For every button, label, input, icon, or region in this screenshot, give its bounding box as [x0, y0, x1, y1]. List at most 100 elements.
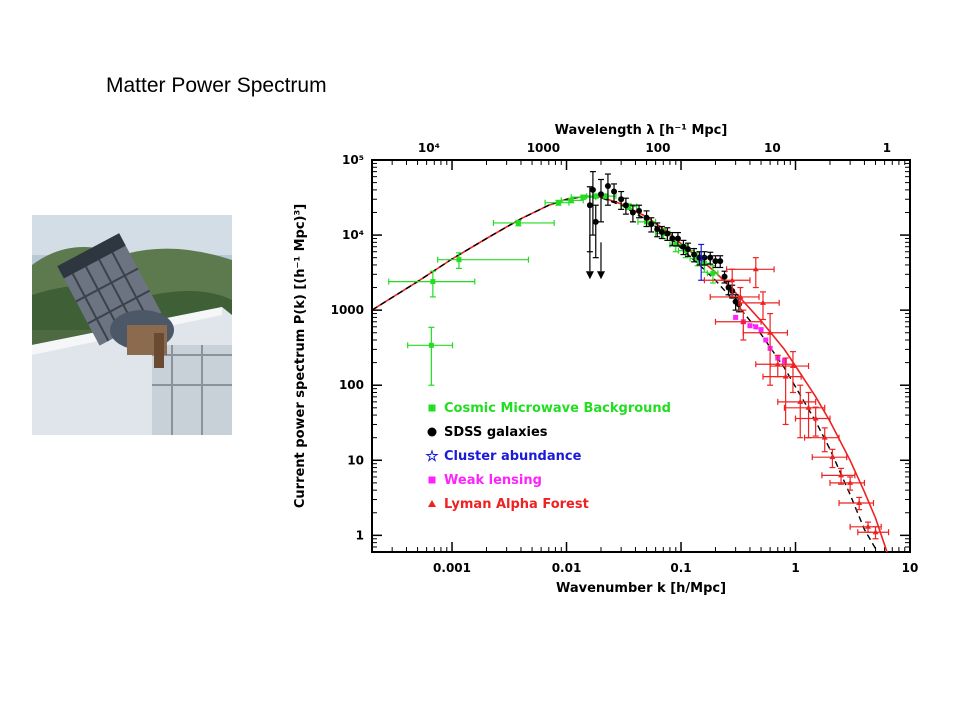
data-point: [654, 226, 661, 233]
top-tick-label: 100: [645, 141, 670, 155]
data-points: ☆: [388, 171, 890, 540]
top-tick-label: 10: [764, 141, 781, 155]
data-point: [759, 299, 766, 305]
top-tick-label: 1: [883, 141, 891, 155]
data-point: [717, 258, 724, 265]
top-tick-label: 10⁴: [418, 141, 440, 155]
data-point: [648, 221, 655, 228]
data-point: [740, 318, 747, 324]
legend-label: Cluster abundance: [444, 449, 582, 464]
data-point: [626, 204, 632, 210]
data-point: [622, 202, 629, 209]
axis-ticks: 0.001 0.01 0.1 1 10 1 10 100 1000 10⁴ 10⁵ 10⁴ 1000 10…: [331, 141, 919, 575]
y-tick-label: 10⁴: [342, 228, 364, 242]
data-point: [684, 246, 691, 253]
data-point: [737, 293, 744, 299]
y-axis-label: Current power spectrum P(k) [(h⁻¹ Mpc)³]: [293, 204, 308, 508]
x-axis-label: Wavenumber k [h/Mpc]: [556, 581, 726, 596]
series-lyman-alpha-forest: [703, 257, 890, 540]
data-point: [618, 196, 625, 203]
legend: Cosmic Microwave Background SDSS galaxies…: [425, 401, 671, 512]
legend-marker: [428, 404, 436, 412]
top-axis-label: Wavelength λ [h⁻¹ Mpc]: [555, 123, 728, 138]
data-point: [707, 254, 714, 261]
data-point: [691, 251, 698, 258]
data-point: [805, 404, 812, 410]
data-point: [580, 194, 586, 200]
y-tick-label: 10⁵: [342, 153, 364, 167]
data-point: [774, 361, 781, 367]
chart-canvas: 0.001 0.01 0.1 1 10 1 10 100 1000 10⁴ 10⁵ 10⁴ 1000 10…: [293, 123, 919, 596]
data-point: [589, 186, 596, 193]
data-point: [669, 235, 676, 242]
legend-marker: [427, 427, 437, 437]
data-point: [555, 200, 561, 206]
power-spectrum-chart: 0.001 0.01 0.1 1 10 1 10 100 1000 10⁴ 10⁵ 10⁴ 1000 10…: [282, 115, 922, 605]
data-point: [781, 358, 787, 364]
series-sdss-galaxies: [586, 171, 742, 313]
y-tick-label: 1: [356, 528, 364, 542]
upper-limit-arrowhead: [596, 271, 605, 280]
data-point: [821, 434, 828, 440]
data-point: [847, 479, 854, 485]
data-point: [629, 209, 636, 216]
data-point: [753, 324, 759, 330]
data-point: [428, 342, 434, 348]
data-point: [636, 207, 643, 214]
data-point: [680, 243, 687, 250]
series-cluster-abundance: ☆: [695, 243, 708, 281]
y-tick-label: 100: [339, 378, 364, 392]
legend-marker: ☆: [425, 448, 439, 465]
data-point: [604, 183, 611, 190]
top-tick-label: 1000: [527, 141, 560, 155]
data-point: [733, 314, 739, 320]
telescope-illustration: [32, 215, 232, 435]
plot-frame: [371, 159, 911, 553]
data-point: [515, 220, 521, 226]
data-point: [674, 235, 681, 242]
data-point: [829, 454, 836, 460]
data-point: [701, 254, 708, 261]
y-tick-label: 1000: [331, 303, 364, 317]
legend-label: Cosmic Microwave Background: [444, 401, 671, 416]
data-point: [658, 228, 665, 235]
data-point: [586, 202, 593, 209]
data-point: [782, 373, 789, 379]
data-point: [568, 197, 574, 203]
x-tick-label: 0.1: [670, 561, 691, 575]
data-point: [763, 337, 769, 343]
x-tick-label: 0.01: [552, 561, 582, 575]
data-point: [710, 270, 716, 276]
data-point: [758, 327, 764, 333]
x-tick-label: 1: [791, 561, 799, 575]
legend-label: Weak lensing: [444, 473, 542, 488]
legend-label: Lyman Alpha Forest: [444, 497, 589, 512]
data-point: [865, 523, 872, 529]
y-tick-label: 10: [347, 453, 364, 467]
x-tick-label: 0.001: [433, 561, 471, 575]
data-point: [872, 529, 879, 535]
legend-marker: [428, 500, 436, 507]
data-point: [812, 415, 819, 421]
data-point: [838, 472, 845, 478]
data-point: [767, 329, 774, 335]
slide-title: Matter Power Spectrum: [106, 74, 327, 97]
data-point: [664, 230, 671, 237]
data-point: [712, 258, 719, 265]
data-point: [673, 241, 679, 247]
legend-marker: [428, 476, 436, 484]
data-point: [603, 193, 609, 199]
data-point: [729, 277, 736, 283]
legend-label: SDSS galaxies: [444, 425, 548, 440]
data-point: [456, 257, 462, 263]
data-point: [752, 266, 759, 272]
data-point: [721, 273, 728, 280]
upper-limit-arrowhead: [585, 271, 594, 280]
data-point: ☆: [695, 250, 708, 266]
data-point: [747, 323, 753, 329]
data-point: [597, 191, 604, 198]
data-point: [430, 279, 436, 285]
x-tick-label: 10: [902, 561, 919, 575]
data-point: [856, 499, 863, 505]
data-point: [592, 218, 599, 225]
